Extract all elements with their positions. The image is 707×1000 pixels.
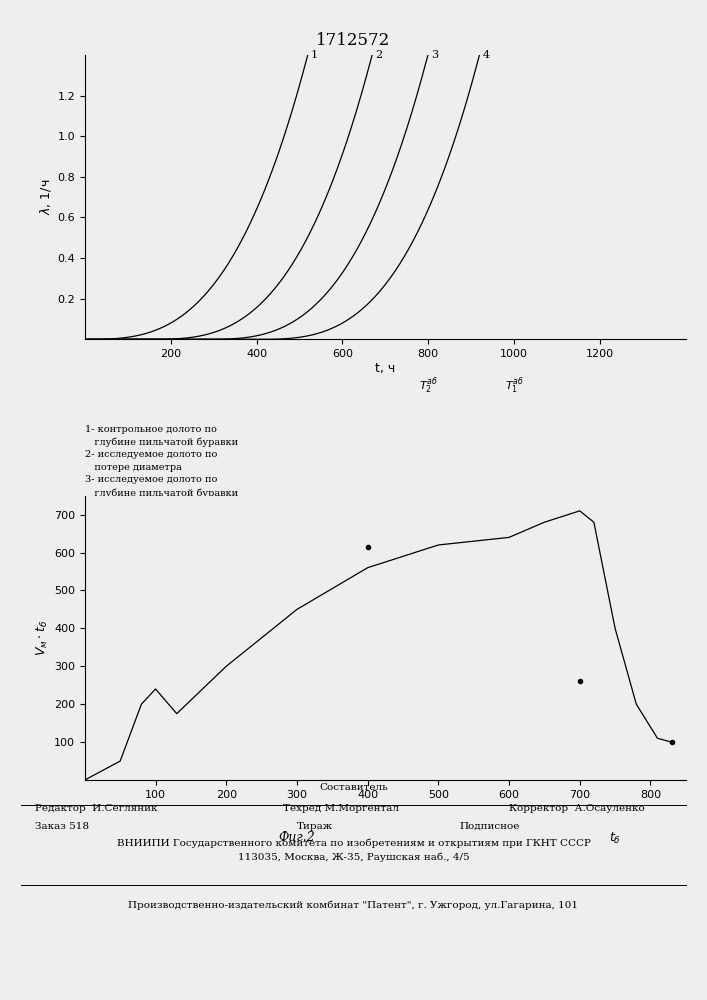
Text: Составитель: Составитель	[319, 783, 388, 792]
Text: Тираж: Тираж	[297, 822, 333, 831]
Text: $t_б$: $t_б$	[609, 831, 621, 846]
Text: Фиг. 1: Фиг. 1	[365, 510, 406, 523]
Text: 3: 3	[431, 50, 438, 60]
Text: $T_2^{аб}$: $T_2^{аб}$	[419, 376, 438, 396]
Text: 1712572: 1712572	[316, 32, 391, 49]
Y-axis label: $V_м \cdot t_б$: $V_м \cdot t_б$	[35, 620, 49, 656]
Text: ВНИИПИ Государственного комитета по изобретениям и открытиям при ГКНТ СССР: ВНИИПИ Государственного комитета по изоб…	[117, 838, 590, 848]
Text: 2: 2	[375, 50, 382, 60]
Text: 4: 4	[483, 50, 490, 60]
Text: Редактор  И.Сегляник: Редактор И.Сегляник	[35, 804, 158, 813]
X-axis label: t, ч: t, ч	[375, 362, 395, 375]
Text: Корректор  А.Осауленко: Корректор А.Осауленко	[509, 804, 645, 813]
Text: Заказ 518: Заказ 518	[35, 822, 89, 831]
Text: 25: 25	[378, 538, 392, 548]
Text: 113035, Москва, Ж-35, Раушская наб., 4/5: 113035, Москва, Ж-35, Раушская наб., 4/5	[238, 852, 469, 861]
Text: Техред М.Моргентал: Техред М.Моргентал	[283, 804, 399, 813]
Text: 1: 1	[311, 50, 318, 60]
Text: Производственно-издательский комбинат "Патент", г. Ужгород, ул.Гагарина, 101: Производственно-издательский комбинат "П…	[129, 900, 578, 910]
Y-axis label: $\lambda$, 1/ч: $\lambda$, 1/ч	[38, 179, 53, 215]
Text: Фиг.2: Фиг.2	[279, 831, 315, 844]
Text: Подписное: Подписное	[460, 822, 520, 831]
Text: 1- контрольное долото по
   глубине пильчатой буравки
2- исследуемое долото по
 : 1- контрольное долото по глубине пильчат…	[85, 425, 255, 523]
Text: $T_1^{аб}$: $T_1^{аб}$	[505, 376, 523, 396]
